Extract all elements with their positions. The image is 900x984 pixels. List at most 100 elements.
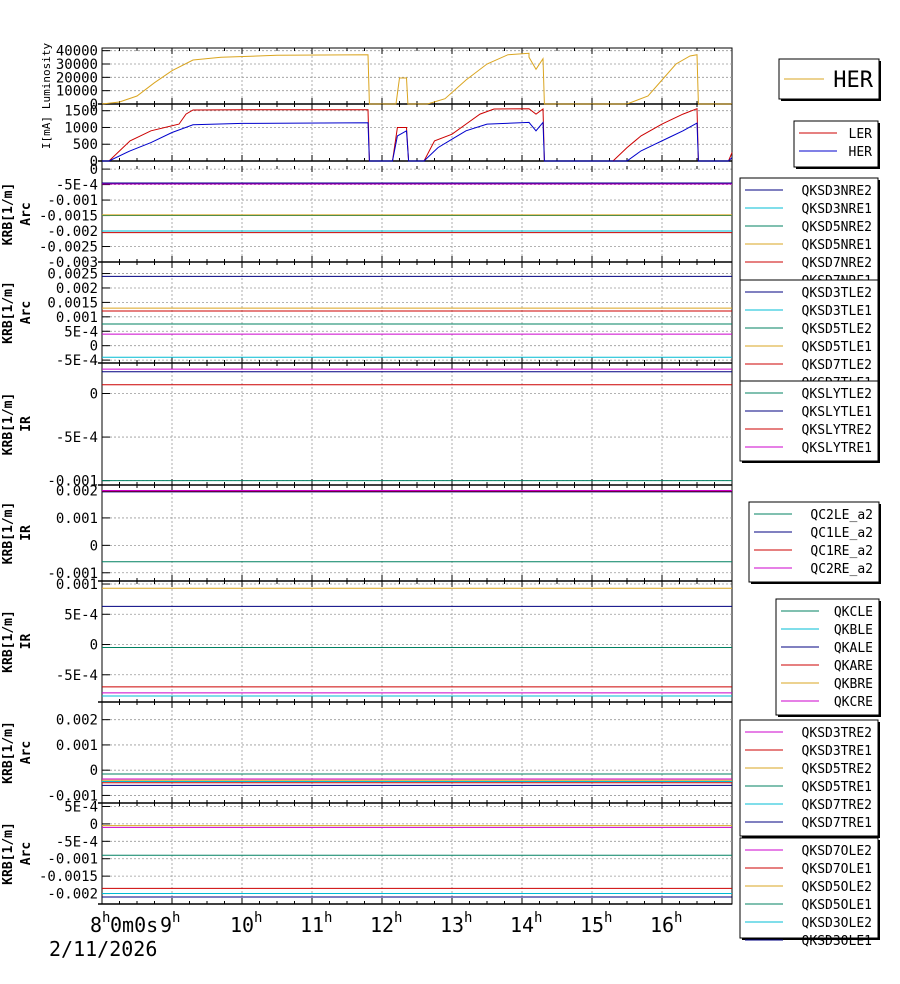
x-tick-label: 15: [580, 913, 604, 937]
y-tick-label: -0.0015: [39, 869, 98, 885]
y-axis-label: KRB[1/m]: [1, 610, 16, 673]
legend-ir-qk: QKCLE QKBLE QKALE QKARE QKBRE QKCRE: [775, 598, 881, 717]
legend-label: QKSD3TRE2: [802, 726, 872, 741]
legend-box: [775, 598, 880, 716]
legend-luminosity: HER: [778, 58, 881, 101]
legend-label: QKCLE: [834, 605, 873, 620]
y-tick-label: 0.0015: [47, 295, 98, 311]
y-tick-label: 5E-4: [64, 799, 98, 815]
legend-label: QKSD7TLE2: [802, 358, 872, 373]
legend-label: HER: [833, 68, 873, 93]
y-tick-label: 0.002: [56, 713, 98, 729]
legend-arc-ole: QKSD7OLE2 QKSD7OLE1 QKSD5OLE2 QKSD5OLE1 QKSD…: [739, 837, 880, 949]
legend-box: [739, 380, 879, 462]
panel-arc-tre: 0.002 0.001 0 -0.001 KRB[1/m] Arc: [1, 702, 733, 804]
series-line-ler: [102, 107, 733, 162]
x-tick-label: 14: [510, 913, 534, 937]
y-tick-label: 0.0025: [47, 267, 98, 283]
y-tick-label: -0.003: [47, 255, 98, 271]
legend-label: QKSLYTLE1: [802, 405, 872, 420]
y-tick-label: 0.001: [56, 738, 98, 754]
y-axis-label: Arc: [19, 301, 34, 324]
legend-label: QKSLYTRE1: [802, 441, 872, 456]
panel-ir-sly: 0 -5E-4 -0.001 KRB[1/m] IR: [1, 363, 733, 490]
legend-label: QKALE: [834, 641, 873, 656]
legend-label: QKSD7TRE1: [802, 816, 872, 831]
legend-label: QKCRE: [834, 695, 873, 710]
y-tick-label: 0: [90, 154, 98, 170]
y-tick-label: 0: [90, 538, 98, 554]
y-tick-label: 500: [73, 137, 98, 153]
x-tick-label: 16: [650, 913, 674, 937]
legend-label: QKSD3TLE1: [802, 304, 872, 319]
x-tick-label-extra: 0m0s: [110, 913, 158, 937]
x-tick-label-unit: h: [394, 910, 402, 926]
y-tick-label: 40000: [56, 44, 98, 60]
x-tick-label-unit: h: [254, 910, 262, 926]
legend-label: QKSD5TRE2: [802, 762, 872, 777]
y-tick-label: 0: [90, 97, 98, 113]
legend-label: QKSLYTRE2: [802, 423, 872, 438]
y-axis-label: IR: [19, 525, 34, 541]
y-axis-label: IR: [19, 634, 34, 650]
series-line-her: [101, 52, 732, 105]
x-tick-label: 8: [90, 913, 102, 937]
y-tick-label: -0.002: [47, 887, 98, 903]
legend-arc-nre: QKSD3NRE2 QKSD3NRE1 QKSD5NRE2 QKSD5NRE1 QKSD…: [739, 177, 880, 294]
y-axis-label: KRB[1/m]: [1, 721, 16, 784]
legend-label: QKSD3OLE1: [802, 934, 872, 949]
y-axis-label: KRB[1/m]: [1, 183, 16, 246]
panel-arc-nre: 0-5E-4-0.001-0.0015-0.002-0.0025-0.003 KR…: [1, 162, 733, 271]
y-tick-label: 0.001: [56, 310, 98, 326]
x-tick-label-unit: h: [464, 910, 472, 926]
legend-label: QC2RE_a2: [810, 562, 873, 577]
x-tick-label-unit: h: [172, 910, 180, 926]
legend-box: [739, 279, 879, 397]
y-tick-label: 0: [90, 817, 98, 833]
y-tick-label: 0: [90, 387, 98, 403]
y-tick-label: 0: [90, 763, 98, 779]
y-tick-label: -5E-4: [56, 430, 98, 446]
legend-label: QKSD5NRE1: [802, 238, 872, 253]
legend-label: QKSD7TRE2: [802, 798, 872, 813]
legend-label: QKSD7OLE2: [802, 844, 872, 859]
y-tick-label: -0.001: [47, 193, 98, 209]
y-axis-label: KRB[1/m]: [1, 281, 16, 344]
legend-box: [748, 501, 880, 583]
legend-label: QKSD3TLE2: [802, 286, 872, 301]
series-line-her: [102, 121, 733, 162]
y-tick-label: -5E-4: [56, 834, 98, 850]
x-axis-date: 2/11/2026: [49, 937, 157, 961]
legend-label: QKSD7NRE2: [802, 256, 872, 271]
panel-ir-qk: 0.001 5E-4 0 -5E-4 KRB[1/m] IR: [1, 577, 733, 703]
y-axis-label: KRB[1/m]: [1, 502, 16, 565]
y-axis-label: KRB[1/m]: [1, 822, 16, 885]
y-axis-label: I[mA]: [40, 116, 53, 149]
legend-box: [739, 719, 879, 837]
y-tick-label: 0.002: [56, 483, 98, 499]
y-tick-label: 5E-4: [64, 324, 98, 340]
y-tick-label: -0.001: [47, 474, 98, 490]
y-tick-label: 1000: [64, 120, 98, 136]
y-tick-label: -5E-4: [56, 178, 98, 194]
y-axis-label: Luminosity: [40, 43, 53, 110]
y-tick-label: -5E-4: [56, 668, 98, 684]
y-tick-label: 0.001: [56, 511, 98, 527]
legend-ir-qc: QC2LE_a2 QC1LE_a2 QC1RE_a2 QC2RE_a2: [748, 501, 881, 584]
legend-label: QKSD5OLE1: [802, 898, 872, 913]
x-tick-label: 9: [160, 913, 172, 937]
legend-label: QC1RE_a2: [810, 544, 873, 559]
y-tick-label: -0.001: [47, 566, 98, 582]
x-tick-label: 11: [300, 913, 324, 937]
panel-ir-qc: 0.002 0.001 0 -0.001 KRB[1/m] IR: [1, 483, 733, 582]
y-tick-label: -5E-4: [56, 353, 98, 369]
x-axis: 8 h 0m0s 9 h 10 h 11 h 12 h 13 h 14 h 15 h 16 h2/11/2026: [49, 910, 682, 961]
y-axis-label: IR: [19, 416, 34, 432]
x-tick-label: 12: [370, 913, 394, 937]
y-tick-label: -0.0025: [39, 240, 98, 256]
y-tick-label: 0: [90, 162, 98, 178]
